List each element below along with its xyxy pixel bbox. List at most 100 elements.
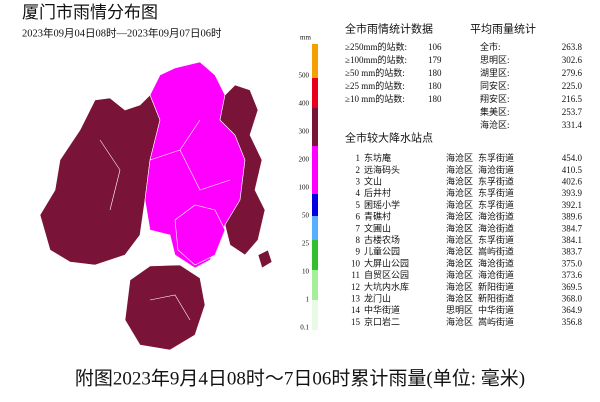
station-street: 海沧街道: [478, 269, 514, 280]
station-district: 海沧区: [446, 164, 473, 175]
count-value: 106: [428, 42, 442, 52]
station-rank: 1: [356, 153, 361, 163]
station-name: 后井村: [364, 187, 391, 198]
station-rainfall: 384.1: [562, 235, 582, 245]
station-rainfall: 410.5: [562, 165, 583, 175]
station-rank: 2: [356, 165, 361, 175]
station-district: 海沧区: [446, 234, 473, 245]
legend-label: 10: [302, 268, 310, 276]
station-street: 东孚街道: [478, 152, 514, 163]
station-street: 中华街道: [478, 304, 514, 315]
avg-value: 225.0: [562, 81, 583, 91]
station-district: 海沧区: [446, 281, 473, 292]
station-street: 东孚街道: [478, 199, 514, 210]
avg-value: 302.6: [562, 55, 583, 65]
station-name: 文圃山: [364, 222, 391, 233]
station-street: 新阳街道: [478, 281, 514, 292]
station-district: 思明区: [446, 305, 473, 315]
station-district: 海沧区: [446, 199, 473, 210]
station-rainfall: 373.6: [562, 270, 583, 280]
region-west: [39, 94, 161, 266]
legend-label: 200: [299, 156, 310, 164]
avg-value: 216.5: [562, 94, 583, 104]
avg-label: 翔安区:: [480, 93, 510, 104]
legend-label: 50: [302, 212, 310, 220]
legend-band: [312, 270, 318, 300]
station-district: 海沧区: [446, 246, 473, 257]
station-district: 海沧区: [446, 175, 473, 186]
station-name: 龙门山: [364, 292, 391, 303]
station-rainfall: 393.9: [562, 188, 583, 198]
station-street: 东孚街道: [478, 175, 514, 186]
station-street: 嵩屿街道: [478, 246, 514, 257]
station-rank: 8: [356, 235, 361, 245]
count-label: ≥10 mm的站数:: [345, 93, 405, 104]
station-street: 东孚街道: [478, 187, 514, 198]
station-rainfall: 364.9: [562, 305, 583, 315]
subtitle: 2023年09月04日08时—2023年09月07日06时: [22, 26, 222, 39]
station-name: 东坊庵: [364, 152, 391, 163]
avg-label: 同安区:: [480, 80, 510, 91]
station-name: 青礁村: [364, 211, 391, 222]
station-rainfall: 384.7: [562, 223, 583, 233]
islet: [257, 249, 273, 269]
tables: ≥250mm的站数: 106≥100mm的站数: 179≥50 mm的站数: 180≥…: [345, 41, 583, 327]
avg-label: 湖里区:: [480, 68, 510, 78]
station-name: 古楼农场: [364, 234, 400, 245]
legend-labels: 500 400 300 200 100 50 25 10 1 0.1: [299, 72, 310, 332]
legend-band: [312, 78, 318, 108]
station-rank: 15: [351, 317, 361, 327]
station-street: 海沧街道: [478, 222, 514, 233]
legend-band: [312, 108, 318, 146]
legend-label: 400: [299, 100, 310, 108]
station-name: 大屏山公园: [364, 257, 409, 268]
island-south: [124, 264, 206, 351]
count-value: 179: [428, 55, 442, 65]
legend-label: 300: [299, 128, 310, 136]
station-district: 海沧区: [446, 316, 473, 327]
legend-band: [312, 240, 318, 270]
station-street: 海沧街道: [478, 211, 514, 222]
station-rainfall: 402.6: [562, 176, 583, 186]
station-rank: 11: [351, 270, 360, 280]
legend-label: 1: [306, 296, 310, 304]
legend-band: [312, 44, 318, 78]
stations-title: 全市较大降水站点: [345, 131, 433, 145]
station-rainfall: 356.8: [562, 317, 583, 327]
station-district: 海沧区: [446, 187, 473, 198]
station-rainfall: 389.6: [562, 212, 583, 222]
count-label: ≥50 mm的站数:: [345, 67, 405, 78]
station-rank: 10: [351, 258, 361, 268]
avg-label: 集美区:: [480, 106, 510, 117]
avg-value: 253.7: [562, 107, 583, 117]
legend-band: [312, 146, 318, 194]
legend-label: 0.1: [300, 324, 309, 332]
station-rainfall: 368.0: [562, 293, 583, 303]
avg-label: 海沧区:: [480, 119, 510, 130]
station-district: 海沧区: [446, 257, 473, 268]
station-rainfall: 392.1: [562, 200, 582, 210]
legend-band: [312, 300, 318, 330]
legend-label: 500: [299, 72, 310, 80]
station-rank: 12: [351, 282, 360, 292]
avg-label: 思明区:: [480, 55, 510, 65]
legend-band: [312, 216, 318, 240]
district-line: [99, 119, 231, 321]
region-east: [219, 84, 266, 256]
legend-band: [312, 194, 318, 216]
station-name: 中华街道: [364, 304, 400, 315]
station-street: 东孚街道: [478, 234, 514, 245]
station-rainfall: 375.0: [562, 258, 583, 268]
station-street: 海沧街道: [478, 257, 514, 268]
station-name: 大坑内水库: [364, 281, 409, 292]
station-name: 囷瑶小学: [364, 199, 400, 210]
station-name: 自贸区公园: [364, 269, 409, 280]
avg-value: 263.8: [562, 42, 583, 52]
count-label: ≥25 mm的站数:: [345, 80, 405, 91]
count-label: ≥250mm的站数:: [345, 41, 407, 52]
station-name: 儿童公园: [364, 246, 400, 257]
station-district: 海沧区: [446, 211, 473, 222]
avg-title: 平均雨量统计: [470, 23, 536, 36]
station-street: 新阳街道: [478, 292, 514, 303]
legend-bar: [312, 44, 318, 330]
